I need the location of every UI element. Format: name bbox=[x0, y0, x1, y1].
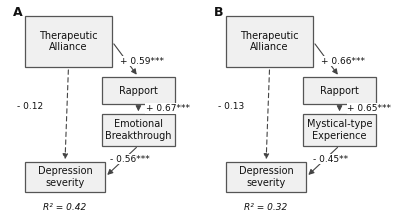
Text: Emotional
Breakthrough: Emotional Breakthrough bbox=[105, 119, 172, 141]
Text: Therapeutic
Alliance: Therapeutic Alliance bbox=[240, 31, 299, 52]
Text: R² = 0.32: R² = 0.32 bbox=[244, 203, 288, 212]
Text: - 0.13: - 0.13 bbox=[218, 102, 244, 111]
FancyBboxPatch shape bbox=[102, 114, 175, 145]
FancyBboxPatch shape bbox=[226, 162, 306, 191]
Text: - 0.56***: - 0.56*** bbox=[110, 155, 150, 164]
Text: - 0.12: - 0.12 bbox=[17, 102, 43, 111]
Text: Depression
severity: Depression severity bbox=[239, 166, 294, 188]
Text: + 0.66***: + 0.66*** bbox=[321, 57, 365, 66]
FancyBboxPatch shape bbox=[303, 114, 376, 145]
Text: - 0.45**: - 0.45** bbox=[313, 155, 348, 164]
Text: Depression
severity: Depression severity bbox=[38, 166, 92, 188]
Text: R² = 0.42: R² = 0.42 bbox=[43, 203, 86, 212]
Text: A: A bbox=[12, 6, 22, 19]
Text: B: B bbox=[214, 6, 223, 19]
FancyBboxPatch shape bbox=[226, 16, 313, 67]
Text: Rapport: Rapport bbox=[320, 86, 359, 96]
Text: Rapport: Rapport bbox=[119, 86, 158, 96]
FancyBboxPatch shape bbox=[25, 162, 105, 191]
Text: Therapeutic
Alliance: Therapeutic Alliance bbox=[39, 31, 98, 52]
FancyBboxPatch shape bbox=[102, 77, 175, 104]
Text: + 0.59***: + 0.59*** bbox=[120, 57, 164, 66]
FancyBboxPatch shape bbox=[25, 16, 112, 67]
Text: + 0.67***: + 0.67*** bbox=[146, 104, 190, 113]
Text: Mystical-type
Experience: Mystical-type Experience bbox=[307, 119, 372, 141]
Text: + 0.65***: + 0.65*** bbox=[347, 104, 391, 113]
FancyBboxPatch shape bbox=[303, 77, 376, 104]
